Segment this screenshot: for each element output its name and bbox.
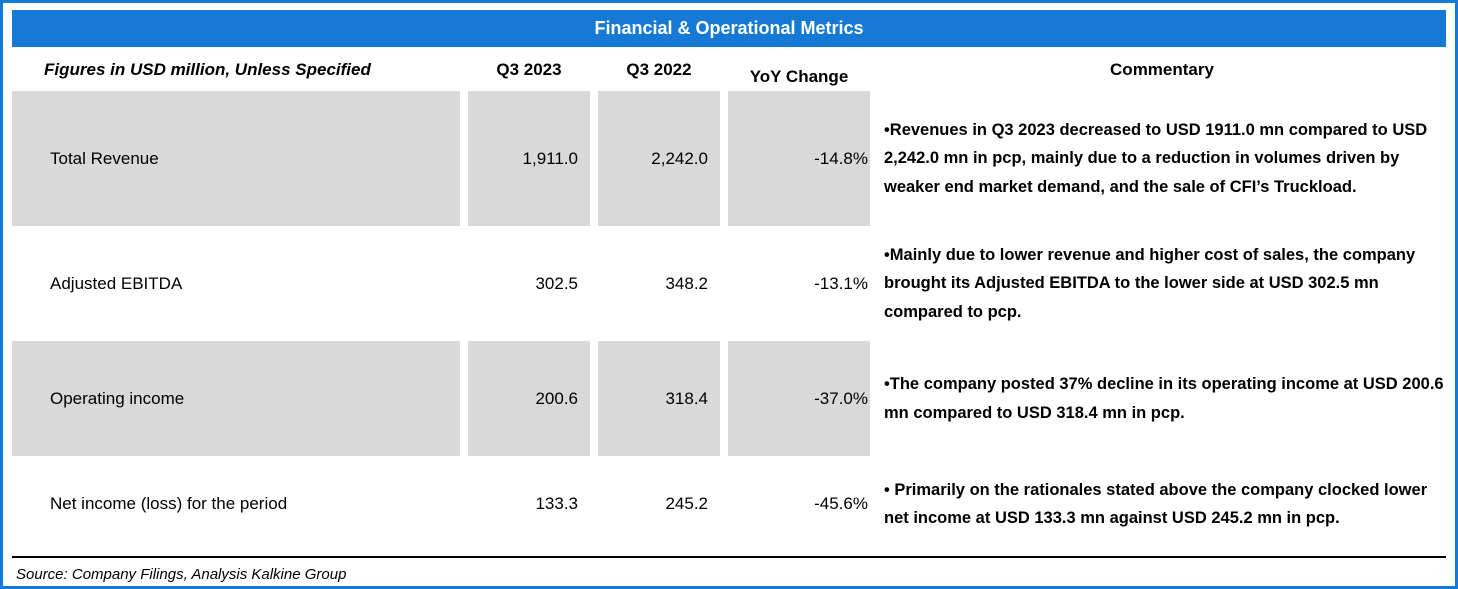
column-header-figures: Figures in USD million, Unless Specified xyxy=(44,60,371,79)
column-header-commentary: Commentary xyxy=(1110,60,1214,79)
q3-2023-value: 133.3 xyxy=(535,494,578,513)
yoy-change-value: -37.0% xyxy=(728,341,870,456)
q3-2023-value: 200.6 xyxy=(468,341,590,456)
table-row: Adjusted EBITDA 302.5 348.2 -13.1% •Main… xyxy=(12,226,1446,341)
q3-2022-value: 318.4 xyxy=(598,341,720,456)
q3-2023-value: 1,911.0 xyxy=(468,91,590,226)
column-header-q3-2023: Q3 2023 xyxy=(496,60,562,79)
commentary-paragraph: •The company posted 37% decline in its o… xyxy=(884,375,1444,422)
commentary-paragraph: •Revenues in Q3 2023 decreased to USD 19… xyxy=(884,120,1428,196)
q3-2022-value: 245.2 xyxy=(665,494,708,513)
column-header-q3-2022: Q3 2022 xyxy=(626,60,692,79)
commentary-text: •Mainly due to lower revenue and higher … xyxy=(878,226,1446,341)
table-title: Financial & Operational Metrics xyxy=(12,10,1446,47)
metric-label: Net income (loss) for the period xyxy=(50,494,288,513)
table-row: Operating income 200.6 318.4 -37.0% •The… xyxy=(12,341,1446,456)
q3-2022-value: 348.2 xyxy=(665,273,708,293)
metric-label: Adjusted EBITDA xyxy=(50,273,183,293)
commentary-text: •Revenues in Q3 2023 decreased to USD 19… xyxy=(878,91,1446,226)
q3-2023-value: 302.5 xyxy=(535,273,578,293)
yoy-change-value: -45.6% xyxy=(814,494,868,513)
commentary-paragraph: •Mainly due to lower revenue and higher … xyxy=(884,245,1416,321)
q3-2022-value: 2,242.0 xyxy=(598,91,720,226)
yoy-change-value: -13.1% xyxy=(814,273,868,293)
table-row: Net income (loss) for the period 133.3 2… xyxy=(12,456,1446,552)
metric-label: Operating income xyxy=(12,341,460,456)
metric-label: Total Revenue xyxy=(12,91,460,226)
header-row: Figures in USD million, Unless Specified… xyxy=(12,49,1446,91)
commentary-text: • Primarily on the rationales stated abo… xyxy=(878,456,1446,552)
yoy-change-value: -14.8% xyxy=(728,91,870,226)
commentary-paragraph: • Primarily on the rationales stated abo… xyxy=(884,480,1428,527)
source-note: Source: Company Filings, Analysis Kalkin… xyxy=(12,556,1446,583)
table-row: Total Revenue 1,911.0 2,242.0 -14.8% •Re… xyxy=(12,91,1446,226)
commentary-text: •The company posted 37% decline in its o… xyxy=(878,341,1446,456)
column-header-yoy-change: YoY Change xyxy=(749,67,849,86)
